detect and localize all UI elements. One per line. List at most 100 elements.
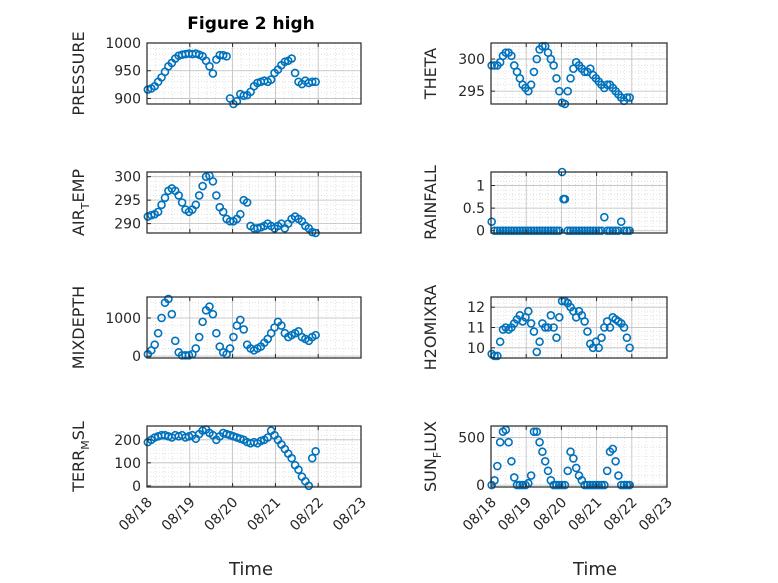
data-point xyxy=(198,181,207,191)
data-point xyxy=(594,226,604,236)
data-point xyxy=(563,86,573,96)
data-point xyxy=(552,333,561,342)
data-point xyxy=(540,456,550,466)
y-tick-label: 200 xyxy=(114,433,141,449)
x-tick-label: 08/19 xyxy=(159,495,199,535)
data-point xyxy=(194,332,204,342)
y-axis-label: AIRTEMP xyxy=(69,169,92,236)
data-point xyxy=(515,226,525,236)
data-point xyxy=(622,480,632,490)
y-tick-label: 11 xyxy=(467,321,485,337)
x-tick-label: 08/18 xyxy=(116,495,156,535)
y-tick-label: 0 xyxy=(476,478,485,494)
data-point xyxy=(222,52,231,61)
data-point xyxy=(167,309,177,319)
x-tick-label: 08/20 xyxy=(202,495,242,535)
subplot-mixdepth: 0 1000 MIXDEPTH xyxy=(69,286,362,369)
data-point xyxy=(529,427,539,437)
x-tick-label: 08/23 xyxy=(330,495,370,535)
data-point xyxy=(311,330,320,340)
data-point xyxy=(526,471,536,480)
data-point xyxy=(563,226,573,236)
y-tick-label: 1 xyxy=(476,179,485,195)
data-point xyxy=(535,437,544,447)
data-point xyxy=(191,200,201,210)
subplot-h2omixra: 10 11 12 H2OMIXRA xyxy=(421,285,668,371)
data-point xyxy=(552,226,561,236)
data-point xyxy=(526,226,536,236)
y-tick-label: 290 xyxy=(114,217,141,233)
y-axis-label: H2OMIXRA xyxy=(421,285,440,371)
data-point xyxy=(552,480,561,490)
data-point xyxy=(174,191,183,200)
data-point xyxy=(540,226,550,236)
data-point xyxy=(529,327,539,336)
data-point xyxy=(532,226,542,236)
data-point xyxy=(554,226,564,236)
data-point xyxy=(504,226,513,236)
data-point xyxy=(232,96,242,106)
data-point xyxy=(554,480,564,490)
data-point xyxy=(532,347,542,357)
y-tick-label: 0.5 xyxy=(463,201,485,217)
x-tick-label: 08/22 xyxy=(287,495,327,535)
data-point xyxy=(208,309,218,319)
x-tick-label: 08/19 xyxy=(495,495,535,535)
subplot-rainfall: 0 0.5 1 RAINFALL xyxy=(421,165,668,240)
data-point xyxy=(625,93,634,102)
data-point xyxy=(177,198,187,207)
y-tick-label: 0 xyxy=(132,349,141,365)
axes-box xyxy=(490,425,668,488)
data-point xyxy=(277,321,286,330)
data-point xyxy=(608,226,618,236)
data-point xyxy=(580,226,589,236)
axes-box xyxy=(490,42,668,105)
y-tick-label: 1000 xyxy=(105,36,141,52)
data-point xyxy=(543,466,553,476)
data-point xyxy=(583,226,592,236)
y-axis-label: MIXDEPTH xyxy=(69,286,88,369)
data-point xyxy=(509,473,519,482)
data-point xyxy=(290,68,300,78)
data-point xyxy=(242,198,252,207)
data-point xyxy=(535,337,544,347)
subplot-pressure: 900 950 1000 PRESSURE xyxy=(69,31,362,116)
y-axis-label: THETA xyxy=(421,48,440,100)
data-point xyxy=(625,480,634,490)
y-axis-label: RAINFALL xyxy=(421,165,440,240)
data-point xyxy=(212,328,221,338)
axes-box xyxy=(146,425,362,488)
data-point xyxy=(311,447,320,456)
plot-area xyxy=(147,172,361,233)
data-point xyxy=(501,226,511,236)
data-point xyxy=(507,456,516,466)
data-point xyxy=(515,480,525,490)
data-point xyxy=(614,226,623,236)
y-tick-label: 295 xyxy=(458,84,485,100)
data-point xyxy=(569,454,578,463)
data-point xyxy=(566,226,575,236)
data-point xyxy=(602,226,612,236)
axes-box xyxy=(146,296,362,359)
data-point xyxy=(622,333,632,342)
y-axis-label: TERRMSL xyxy=(69,421,92,493)
data-point xyxy=(543,226,553,236)
y-tick-label: 950 xyxy=(114,64,141,80)
data-point xyxy=(307,77,317,87)
data-point xyxy=(585,226,595,236)
data-point xyxy=(509,226,519,236)
plot-area xyxy=(491,172,667,233)
data-point xyxy=(304,481,314,491)
data-point xyxy=(543,323,553,332)
data-point xyxy=(600,212,609,222)
x-tick-label: 08/18 xyxy=(460,495,500,535)
data-point xyxy=(287,453,296,463)
data-point xyxy=(526,80,536,90)
data-point xyxy=(611,226,620,236)
data-point xyxy=(619,480,629,490)
data-point xyxy=(153,328,163,338)
data-point xyxy=(205,61,214,71)
data-point xyxy=(532,54,542,64)
data-point xyxy=(205,302,214,311)
